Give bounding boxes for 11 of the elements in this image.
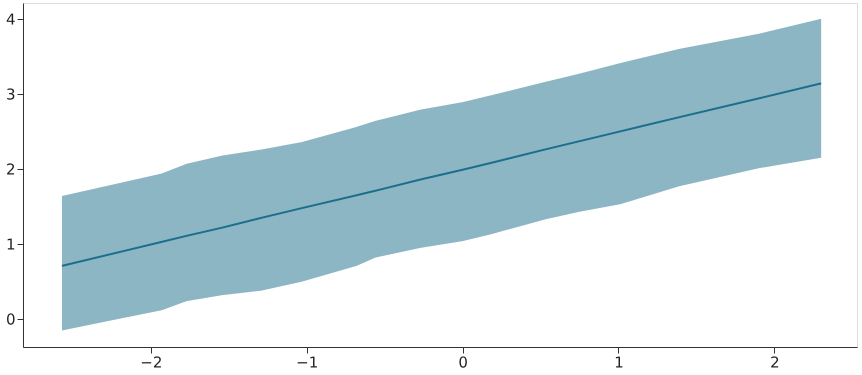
line-series <box>60 82 822 267</box>
x-tick-label: −2 <box>140 354 162 372</box>
y-tick-label: 1 <box>6 236 16 254</box>
y-tick-label: 2 <box>6 160 16 178</box>
x-tick-label: 2 <box>770 354 780 372</box>
y-tick-label: 3 <box>6 85 16 104</box>
y-tick-label: 4 <box>6 10 16 28</box>
x-tick-label: 0 <box>458 354 468 372</box>
x-tick-label: 1 <box>614 354 624 372</box>
y-tick-label: 0 <box>6 310 16 329</box>
x-tick-label: −1 <box>296 354 318 372</box>
